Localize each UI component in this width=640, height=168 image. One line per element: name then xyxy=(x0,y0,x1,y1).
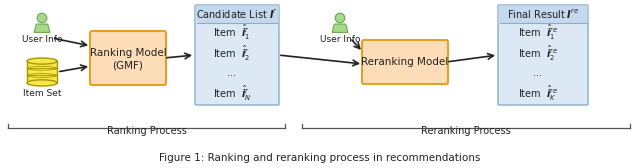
Text: ...: ... xyxy=(227,69,237,78)
Text: Reranking Process: Reranking Process xyxy=(421,126,511,136)
Text: Item  $\hat{\boldsymbol{i}}_2^{re}$: Item $\hat{\boldsymbol{i}}_2^{re}$ xyxy=(518,44,558,63)
Text: Item  $\hat{\boldsymbol{i}}_2^r$: Item $\hat{\boldsymbol{i}}_2^r$ xyxy=(213,44,251,63)
Text: Final Result $\boldsymbol{I}^{re}$: Final Result $\boldsymbol{I}^{re}$ xyxy=(507,8,579,21)
FancyBboxPatch shape xyxy=(195,6,278,23)
Polygon shape xyxy=(34,24,50,32)
Text: Ranking Model: Ranking Model xyxy=(90,48,166,58)
Ellipse shape xyxy=(27,58,57,64)
Text: (GMF): (GMF) xyxy=(113,60,143,70)
Text: Item  $\hat{\boldsymbol{i}}_N^r$: Item $\hat{\boldsymbol{i}}_N^r$ xyxy=(212,84,252,103)
Text: Ranking Process: Ranking Process xyxy=(107,126,186,136)
Circle shape xyxy=(37,13,47,23)
Text: Reranking Model: Reranking Model xyxy=(362,57,449,67)
FancyBboxPatch shape xyxy=(195,5,279,105)
Text: Candidate List $\boldsymbol{I}^r$: Candidate List $\boldsymbol{I}^r$ xyxy=(196,8,278,21)
Text: Item  $\hat{\boldsymbol{i}}_K^{re}$: Item $\hat{\boldsymbol{i}}_K^{re}$ xyxy=(518,84,558,103)
FancyBboxPatch shape xyxy=(498,5,588,105)
FancyBboxPatch shape xyxy=(90,31,166,85)
Text: ...: ... xyxy=(534,69,543,78)
Circle shape xyxy=(335,13,345,23)
Text: User Info: User Info xyxy=(22,35,62,45)
Polygon shape xyxy=(332,24,348,32)
Bar xyxy=(27,61,57,83)
Text: Item  $\hat{\boldsymbol{i}}_1^r$: Item $\hat{\boldsymbol{i}}_1^r$ xyxy=(213,23,251,43)
FancyBboxPatch shape xyxy=(499,6,588,23)
Ellipse shape xyxy=(27,80,57,86)
Text: Figure 1: Ranking and reranking process in recommendations: Figure 1: Ranking and reranking process … xyxy=(159,153,481,163)
Text: Item  $\hat{\boldsymbol{i}}_1^{re}$: Item $\hat{\boldsymbol{i}}_1^{re}$ xyxy=(518,23,558,43)
Text: Item Set: Item Set xyxy=(23,90,61,98)
FancyBboxPatch shape xyxy=(362,40,448,84)
Text: User Info: User Info xyxy=(320,35,360,45)
